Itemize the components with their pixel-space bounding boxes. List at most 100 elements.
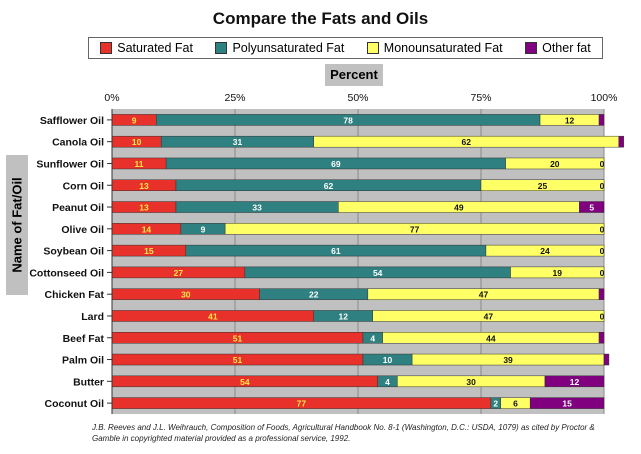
data-label: 20 — [550, 159, 560, 169]
data-label: 51 — [233, 333, 243, 343]
category-label: Sunflower Oil — [36, 158, 104, 170]
data-label: 4 — [370, 333, 375, 343]
data-label: 9 — [132, 115, 137, 125]
legend-label-saturated: Saturated Fat — [117, 41, 193, 55]
data-label: 0 — [600, 224, 605, 234]
x-axis-title: Percent — [325, 64, 383, 86]
data-label: 54 — [240, 377, 250, 387]
data-label: 30 — [466, 377, 476, 387]
category-label: Cottonseed Oil — [29, 267, 104, 279]
legend-swatch-polyunsaturated — [215, 42, 228, 54]
data-label: 62 — [324, 181, 334, 191]
data-label: 30 — [181, 290, 191, 300]
bar-segment — [529, 397, 605, 409]
data-label: 25 — [538, 181, 548, 191]
data-label: 13 — [139, 203, 149, 213]
bar-segment — [618, 135, 624, 148]
category-label: Corn Oil — [63, 180, 104, 192]
data-label: 41 — [208, 311, 218, 321]
data-label: 33 — [252, 203, 262, 213]
bar-segment — [579, 201, 605, 213]
data-label: 0 — [600, 268, 605, 278]
data-label: 0 — [600, 311, 605, 321]
bar-segment — [598, 114, 605, 126]
data-label: 54 — [373, 268, 383, 278]
bar-segment — [544, 375, 605, 388]
legend-item-monounsaturated: Monounsaturated Fat — [366, 41, 503, 55]
data-label: 39 — [503, 355, 513, 365]
data-label: 78 — [343, 115, 353, 125]
category-label: Soybean Oil — [43, 246, 104, 258]
data-label: 12 — [565, 115, 575, 125]
source-citation: J.B. Reeves and J.L. Weihrauch, Composit… — [92, 423, 595, 443]
data-label: 13 — [139, 181, 149, 191]
data-label: 12 — [570, 377, 580, 387]
data-label: 6 — [513, 399, 518, 409]
category-label: Peanut Oil — [52, 202, 104, 214]
bar-segment — [505, 157, 605, 170]
category-label: Butter — [73, 376, 104, 388]
data-label: 9 — [201, 224, 206, 234]
bar-segment — [598, 332, 605, 344]
data-label: 0 — [600, 159, 605, 169]
data-label: 31 — [233, 137, 243, 147]
legend-label-polyunsaturated: Polyunsaturated Fat — [232, 41, 345, 55]
data-label: 77 — [410, 224, 420, 234]
data-label: 2 — [493, 399, 498, 409]
legend: Saturated Fat Polyunsaturated Fat Monoun… — [88, 37, 603, 59]
category-label: Palm Oil — [62, 355, 104, 367]
bar-segment — [603, 353, 610, 366]
data-label: 10 — [383, 355, 393, 365]
category-label: Coconut Oil — [45, 398, 105, 410]
y-axis-title-box — [6, 155, 28, 295]
data-label: 62 — [462, 137, 472, 147]
x-tick-label: 0% — [104, 92, 119, 104]
x-tick-label: 75% — [470, 92, 491, 104]
x-tick-label: 25% — [224, 92, 245, 104]
legend-item-polyunsaturated: Polyunsaturated Fat — [215, 41, 344, 55]
legend-swatch-monounsaturated — [366, 42, 379, 54]
bar-segment — [480, 179, 605, 191]
legend-swatch-other — [525, 42, 538, 54]
legend-swatch-saturated — [100, 42, 113, 54]
category-label: Safflower Oil — [40, 115, 104, 127]
data-label: 19 — [553, 268, 563, 278]
data-label: 4 — [385, 377, 390, 387]
data-label: 15 — [144, 246, 154, 256]
data-label: 49 — [454, 203, 464, 213]
data-label: 15 — [562, 399, 572, 409]
data-label: 22 — [309, 290, 319, 300]
legend-item-other: Other fat — [525, 41, 591, 55]
data-label: 51 — [233, 355, 243, 365]
data-label: 5 — [589, 203, 594, 213]
bar-segment — [485, 244, 605, 257]
category-label: Lard — [81, 311, 104, 323]
data-label: 47 — [479, 290, 489, 300]
data-label: 12 — [339, 311, 349, 321]
legend-label-monounsaturated: Monounsaturated Fat — [383, 41, 503, 55]
bar-segment — [372, 310, 605, 322]
category-label: Canola Oil — [52, 137, 104, 149]
data-label: 24 — [540, 246, 550, 256]
data-label: 61 — [331, 246, 341, 256]
x-tick-label: 50% — [347, 92, 368, 104]
data-label: 10 — [132, 137, 142, 147]
bar-segment — [224, 223, 605, 235]
chart-title: Compare the Fats and Oils — [212, 9, 429, 28]
data-label: 44 — [486, 333, 496, 343]
category-label: Chicken Fat — [44, 289, 104, 301]
category-label: Olive Oil — [61, 224, 104, 236]
legend-label-other: Other fat — [542, 41, 591, 55]
data-label: 0 — [600, 181, 605, 191]
data-label: 69 — [331, 159, 341, 169]
category-label: Beef Fat — [63, 333, 105, 345]
data-label: 0 — [600, 246, 605, 256]
bar-segment — [510, 266, 605, 279]
data-label: 27 — [174, 268, 184, 278]
legend-item-saturated: Saturated Fat — [100, 41, 193, 55]
data-label: 11 — [135, 159, 144, 169]
data-label: 14 — [142, 224, 152, 234]
data-label: 47 — [484, 311, 494, 321]
bar-segment — [598, 288, 605, 300]
